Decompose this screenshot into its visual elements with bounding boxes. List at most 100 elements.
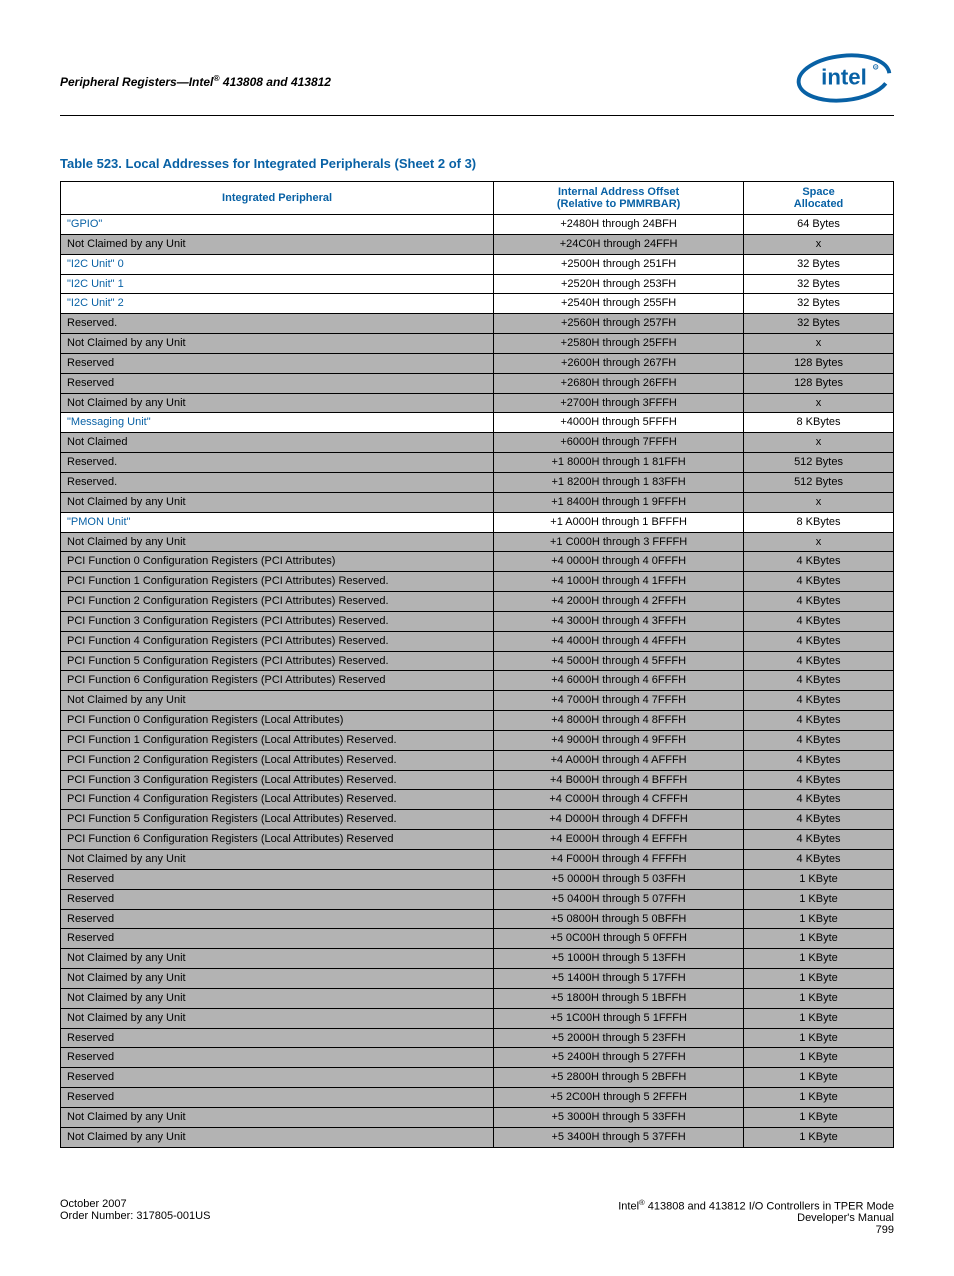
table-row: Reserved+2680H through 26FFH128 Bytes [61, 373, 894, 393]
cell-space: 4 KBytes [744, 631, 894, 651]
table-row: Not Claimed by any Unit+1 8400H through … [61, 492, 894, 512]
cell-peripheral[interactable]: "PMON Unit" [61, 512, 494, 532]
cell-space: 4 KBytes [744, 572, 894, 592]
cell-peripheral: Not Claimed by any Unit [61, 949, 494, 969]
cell-space: 4 KBytes [744, 651, 894, 671]
cell-space: 32 Bytes [744, 254, 894, 274]
cell-space: 512 Bytes [744, 472, 894, 492]
table-row: Not Claimed by any Unit+5 1C00H through … [61, 1008, 894, 1028]
table-row: Reserved.+1 8000H through 1 81FFH512 Byt… [61, 453, 894, 473]
table-row: Reserved.+1 8200H through 1 83FFH512 Byt… [61, 472, 894, 492]
table-row: Not Claimed by any Unit+24C0H through 24… [61, 234, 894, 254]
cell-offset: +5 0000H through 5 03FFH [494, 869, 744, 889]
table-row: PCI Function 3 Configuration Registers (… [61, 611, 894, 631]
cell-offset: +5 3000H through 5 33FFH [494, 1107, 744, 1127]
cell-offset: +2580H through 25FFH [494, 334, 744, 354]
cell-peripheral: Reserved. [61, 472, 494, 492]
table-row: Reserved+5 2C00H through 5 2FFFH1 KByte [61, 1088, 894, 1108]
cell-offset: +5 2000H through 5 23FFH [494, 1028, 744, 1048]
cell-space: 4 KBytes [744, 611, 894, 631]
table-title: Table 523. Local Addresses for Integrate… [60, 156, 894, 171]
cell-space: 64 Bytes [744, 215, 894, 235]
cell-peripheral: Not Claimed by any Unit [61, 969, 494, 989]
cell-peripheral: Not Claimed by any Unit [61, 988, 494, 1008]
cell-offset: +4 9000H through 4 9FFFH [494, 730, 744, 750]
cell-space: 4 KBytes [744, 750, 894, 770]
table-row: PCI Function 6 Configuration Registers (… [61, 671, 894, 691]
cell-offset: +2600H through 267FH [494, 353, 744, 373]
table-row: Not Claimed by any Unit+2700H through 3F… [61, 393, 894, 413]
cell-space: 1 KByte [744, 969, 894, 989]
cell-space: x [744, 234, 894, 254]
cell-space: 512 Bytes [744, 453, 894, 473]
cell-space: 1 KByte [744, 1028, 894, 1048]
cell-peripheral: Reserved [61, 353, 494, 373]
cell-space: 1 KByte [744, 1048, 894, 1068]
table-row: "GPIO"+2480H through 24BFH64 Bytes [61, 215, 894, 235]
cell-peripheral: Reserved [61, 373, 494, 393]
table-row: Reserved+5 0000H through 5 03FFH1 KByte [61, 869, 894, 889]
cell-peripheral: PCI Function 3 Configuration Registers (… [61, 770, 494, 790]
cell-space: 1 KByte [744, 1107, 894, 1127]
cell-offset: +5 0800H through 5 0BFFH [494, 909, 744, 929]
cell-peripheral: PCI Function 3 Configuration Registers (… [61, 611, 494, 631]
cell-space: 1 KByte [744, 1068, 894, 1088]
header-title: Peripheral Registers—Intel® 413808 and 4… [60, 73, 331, 89]
cell-space: 1 KByte [744, 1088, 894, 1108]
cell-peripheral: Not Claimed by any Unit [61, 234, 494, 254]
footer-doc-title: Intel® 413808 and 413812 I/O Controllers… [618, 1198, 894, 1213]
cell-space: x [744, 492, 894, 512]
cell-peripheral: Reserved [61, 869, 494, 889]
cell-peripheral[interactable]: "I2C Unit" 1 [61, 274, 494, 294]
cell-space: 1 KByte [744, 929, 894, 949]
cell-offset: +5 0C00H through 5 0FFFH [494, 929, 744, 949]
peripherals-table: Integrated Peripheral Internal Address O… [60, 181, 894, 1148]
table-row: Reserved+5 2400H through 5 27FFH1 KByte [61, 1048, 894, 1068]
table-row: Not Claimed by any Unit+4 F000H through … [61, 850, 894, 870]
cell-offset: +5 1000H through 5 13FFH [494, 949, 744, 969]
cell-space: 1 KByte [744, 949, 894, 969]
cell-space: 4 KBytes [744, 850, 894, 870]
cell-offset: +4 5000H through 4 5FFFH [494, 651, 744, 671]
cell-offset: +4 D000H through 4 DFFFH [494, 810, 744, 830]
cell-offset: +6000H through 7FFFH [494, 433, 744, 453]
cell-peripheral[interactable]: "Messaging Unit" [61, 413, 494, 433]
cell-peripheral[interactable]: "GPIO" [61, 215, 494, 235]
cell-peripheral: PCI Function 6 Configuration Registers (… [61, 830, 494, 850]
table-row: "PMON Unit"+1 A000H through 1 BFFFH8 KBy… [61, 512, 894, 532]
cell-space: 4 KBytes [744, 592, 894, 612]
cell-space: 32 Bytes [744, 274, 894, 294]
cell-peripheral: Reserved. [61, 453, 494, 473]
cell-peripheral[interactable]: "I2C Unit" 0 [61, 254, 494, 274]
cell-offset: +2680H through 26FFH [494, 373, 744, 393]
cell-offset: +5 2C00H through 5 2FFFH [494, 1088, 744, 1108]
table-row: PCI Function 5 Configuration Registers (… [61, 651, 894, 671]
cell-peripheral: PCI Function 5 Configuration Registers (… [61, 810, 494, 830]
table-row: Not Claimed+6000H through 7FFFHx [61, 433, 894, 453]
cell-space: 4 KBytes [744, 711, 894, 731]
table-row: Not Claimed by any Unit+5 3400H through … [61, 1127, 894, 1147]
cell-peripheral: Reserved [61, 1088, 494, 1108]
col-header-space: SpaceAllocated [744, 182, 894, 215]
cell-peripheral: Not Claimed by any Unit [61, 1008, 494, 1028]
cell-offset: +5 2800H through 5 2BFFH [494, 1068, 744, 1088]
cell-offset: +4 0000H through 4 0FFFH [494, 552, 744, 572]
table-row: Reserved+2600H through 267FH128 Bytes [61, 353, 894, 373]
cell-space: 1 KByte [744, 1008, 894, 1028]
cell-offset: +4 B000H through 4 BFFFH [494, 770, 744, 790]
cell-space: 1 KByte [744, 909, 894, 929]
cell-peripheral[interactable]: "I2C Unit" 2 [61, 294, 494, 314]
cell-peripheral: PCI Function 1 Configuration Registers (… [61, 730, 494, 750]
table-row: Reserved+5 2800H through 5 2BFFH1 KByte [61, 1068, 894, 1088]
cell-offset: +5 3400H through 5 37FFH [494, 1127, 744, 1147]
cell-offset: +4 F000H through 4 FFFFH [494, 850, 744, 870]
cell-offset: +4 A000H through 4 AFFFH [494, 750, 744, 770]
cell-space: 8 KBytes [744, 512, 894, 532]
cell-offset: +4 8000H through 4 8FFFH [494, 711, 744, 731]
footer-date: October 2007 [60, 1198, 210, 1210]
cell-peripheral: PCI Function 4 Configuration Registers (… [61, 631, 494, 651]
cell-offset: +5 1400H through 5 17FFH [494, 969, 744, 989]
table-row: "I2C Unit" 0+2500H through 251FH32 Bytes [61, 254, 894, 274]
table-row: Reserved+5 0800H through 5 0BFFH1 KByte [61, 909, 894, 929]
cell-offset: +4 C000H through 4 CFFFH [494, 790, 744, 810]
